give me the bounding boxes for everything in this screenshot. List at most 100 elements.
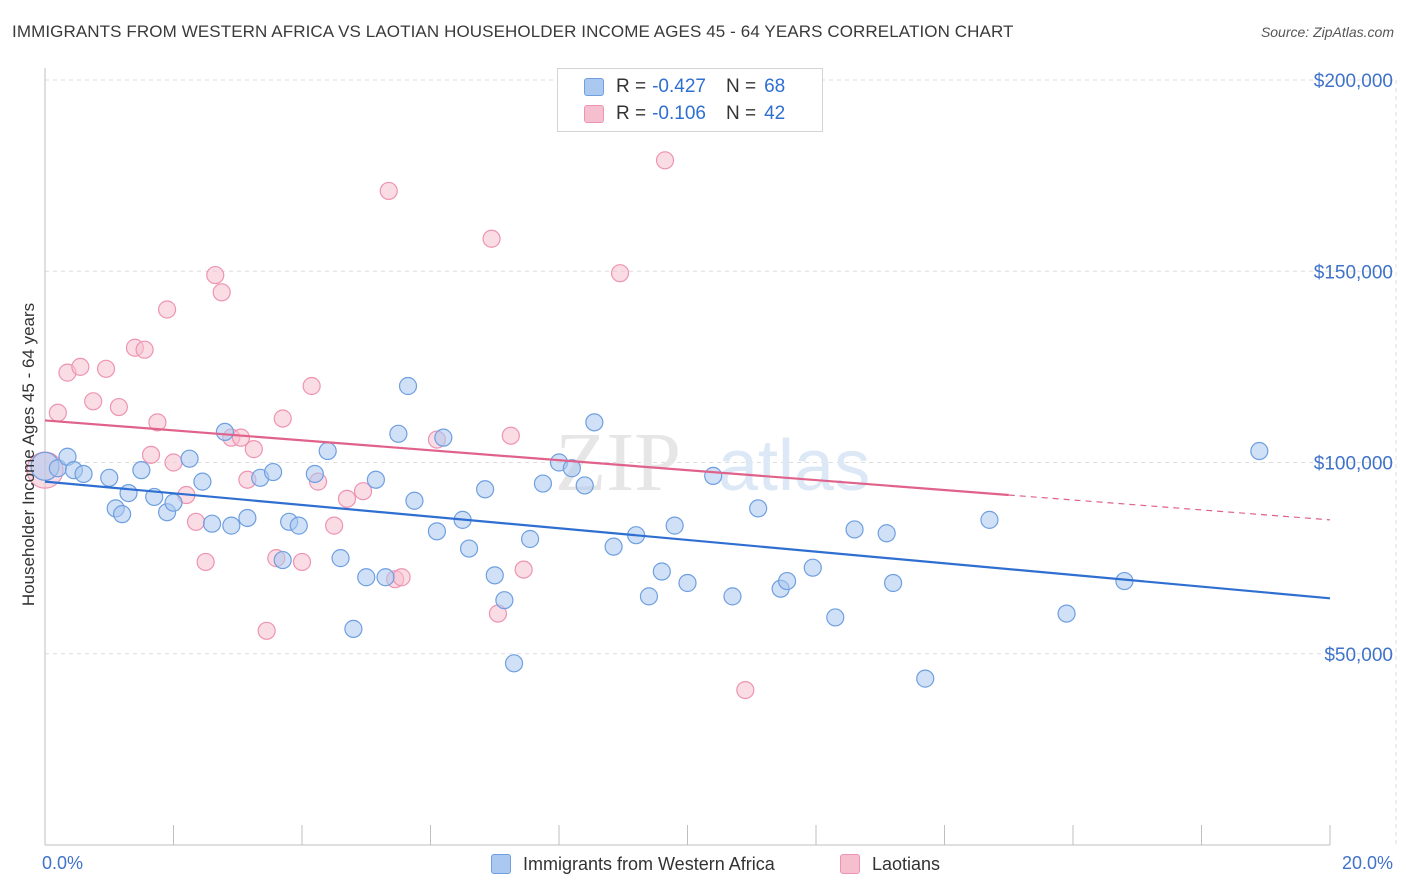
western-africa-point bbox=[398, 376, 418, 396]
laotians-point bbox=[164, 453, 183, 472]
western-africa-point bbox=[238, 508, 257, 528]
western-africa-point bbox=[357, 568, 376, 587]
laotians-points bbox=[26, 151, 755, 700]
laotians-point bbox=[655, 151, 675, 170]
western-africa-point bbox=[723, 587, 742, 606]
western-africa-point bbox=[1057, 604, 1076, 623]
laotians-point bbox=[71, 357, 90, 376]
western-africa-point bbox=[476, 480, 495, 499]
watermark-atlas: atlas bbox=[718, 426, 870, 506]
laotians-point bbox=[141, 445, 161, 464]
chart-title: IMMIGRANTS FROM WESTERN AFRICA VS LAOTIA… bbox=[12, 22, 1014, 41]
laotians-point bbox=[212, 283, 231, 302]
western-africa-point bbox=[100, 468, 119, 487]
western-africa-point bbox=[222, 516, 241, 535]
legend-row-laotians: R = -0.106 N = 42 bbox=[584, 102, 785, 126]
laotians-point bbox=[353, 482, 373, 501]
y-tick-label: $150,000 bbox=[1314, 262, 1393, 283]
western-africa-point bbox=[305, 464, 324, 484]
y-tick-label: $200,000 bbox=[1314, 71, 1393, 92]
western-africa-points bbox=[30, 376, 1269, 688]
western-africa-point bbox=[485, 566, 504, 585]
western-africa-point bbox=[366, 470, 385, 489]
laotians-point bbox=[392, 568, 411, 587]
legend-r-value: -0.427 bbox=[652, 76, 706, 97]
laotians-point bbox=[302, 376, 321, 396]
western-africa-point bbox=[74, 464, 93, 484]
western-africa-point bbox=[202, 514, 222, 533]
western-africa-point bbox=[164, 493, 183, 512]
western-africa-point bbox=[652, 562, 671, 581]
western-africa-point bbox=[289, 516, 308, 535]
trend-line-laotians bbox=[44, 419, 1009, 497]
laotians-point bbox=[244, 440, 263, 459]
western-africa-point bbox=[826, 608, 845, 627]
laotians-point bbox=[109, 397, 128, 417]
laotians-point bbox=[84, 392, 103, 411]
correlation-legend: R = -0.427 N = 68 R = -0.106 N = 42 bbox=[557, 68, 823, 132]
series-label-western-africa: Immigrants from Western Africa bbox=[523, 853, 775, 874]
western-africa-point bbox=[405, 491, 424, 510]
western-africa-point bbox=[434, 428, 453, 447]
western-africa-point bbox=[376, 568, 395, 587]
x-tick-label: 20.0% bbox=[1342, 853, 1393, 873]
legend-row-western-africa: R = -0.427 N = 68 bbox=[584, 75, 785, 99]
western-africa-point bbox=[1250, 441, 1269, 461]
laotians-point bbox=[482, 229, 501, 248]
western-africa-point bbox=[585, 413, 604, 432]
series-legend-laotians: Laotians bbox=[840, 852, 940, 876]
western-africa-point bbox=[533, 474, 553, 493]
laotians-point bbox=[196, 552, 215, 572]
western-africa-point bbox=[845, 520, 864, 539]
trend-line-western-africa bbox=[44, 480, 1331, 600]
laotians-point bbox=[206, 265, 225, 285]
laotians-point bbox=[736, 680, 755, 700]
trend-line-laotians-extension bbox=[1008, 494, 1331, 521]
western-africa-point bbox=[112, 505, 132, 524]
western-africa-point bbox=[562, 459, 581, 478]
axes bbox=[44, 68, 1331, 846]
series-swatch-pink bbox=[840, 854, 860, 874]
western-africa-point bbox=[877, 524, 896, 543]
laotians-point bbox=[501, 426, 520, 445]
western-africa-point bbox=[803, 558, 822, 577]
legend-n-label: N = bbox=[725, 103, 757, 124]
y-tick-label: $100,000 bbox=[1314, 454, 1393, 475]
western-africa-point bbox=[604, 537, 623, 556]
laotians-point bbox=[148, 413, 167, 432]
western-africa-point bbox=[215, 422, 234, 441]
legend-swatch-blue bbox=[584, 78, 604, 96]
series-label-laotians: Laotians bbox=[872, 853, 941, 874]
western-africa-point bbox=[193, 472, 212, 491]
western-africa-point bbox=[459, 539, 479, 558]
western-africa-point bbox=[916, 669, 935, 688]
western-africa-point bbox=[273, 550, 292, 570]
laotians-point bbox=[379, 181, 398, 201]
western-africa-point bbox=[344, 619, 363, 638]
western-africa-point bbox=[504, 654, 524, 673]
western-africa-point bbox=[495, 591, 514, 610]
western-africa-point bbox=[263, 462, 283, 482]
laotians-point bbox=[273, 409, 292, 428]
western-africa-point bbox=[883, 573, 903, 593]
laotians-point bbox=[157, 300, 177, 319]
legend-n-value: 42 bbox=[764, 103, 786, 124]
laotians-point bbox=[514, 560, 533, 579]
legend-swatch-pink bbox=[584, 105, 604, 123]
laotians-point bbox=[48, 403, 67, 422]
western-africa-point bbox=[777, 571, 797, 591]
legend-r-label: R = bbox=[616, 76, 647, 97]
y-tick-label: $50,000 bbox=[1324, 645, 1393, 666]
western-africa-point bbox=[389, 424, 408, 443]
laotians-point bbox=[325, 516, 344, 535]
western-africa-point bbox=[331, 549, 350, 568]
laotians-point bbox=[610, 264, 630, 283]
western-africa-point bbox=[520, 529, 540, 549]
laotians-point bbox=[96, 359, 116, 378]
western-africa-point bbox=[704, 466, 723, 485]
legend-n-value: 68 bbox=[764, 76, 786, 97]
western-africa-point bbox=[665, 516, 684, 535]
western-africa-point bbox=[318, 441, 337, 461]
legend-n-label: N = bbox=[725, 76, 757, 97]
